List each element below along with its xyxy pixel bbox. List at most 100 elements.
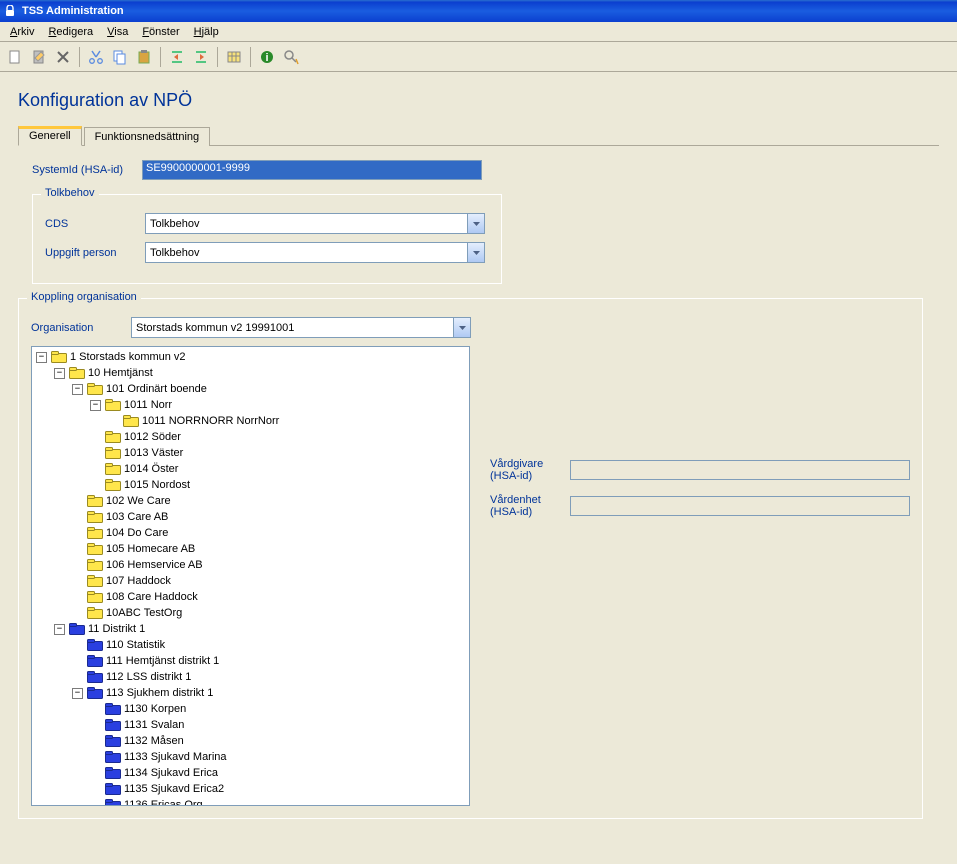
- paste-icon[interactable]: [133, 46, 155, 68]
- folder-icon: [87, 511, 103, 523]
- tree-label: 1135 Sjukavd Erica2: [124, 783, 224, 795]
- tree-label: 1131 Svalan: [124, 719, 184, 731]
- tree-node[interactable]: 110 Statistik: [36, 637, 469, 653]
- tab-funktionsnedsättning[interactable]: Funktionsnedsättning: [84, 127, 211, 146]
- content: Konfiguration av NPÖ GenerellFunktionsne…: [0, 72, 957, 845]
- menubar: ArkivRedigeraVisaFönsterHjälp: [0, 22, 957, 42]
- tree-node[interactable]: 105 Homecare AB: [36, 541, 469, 557]
- uppgift-select[interactable]: Tolkbehov: [145, 242, 485, 263]
- chevron-down-icon: [467, 214, 484, 233]
- tree-label: 1 Storstads kommun v2: [70, 351, 186, 363]
- info-icon[interactable]: i: [256, 46, 278, 68]
- menu-redigera[interactable]: Redigera: [42, 24, 99, 40]
- tree-node[interactable]: 111 Hemtjänst distrikt 1: [36, 653, 469, 669]
- outdent-icon[interactable]: [166, 46, 188, 68]
- delete-icon[interactable]: [52, 46, 74, 68]
- folder-icon: [69, 623, 85, 635]
- menu-arkiv[interactable]: Arkiv: [4, 24, 40, 40]
- koppling-group: Koppling organisation Organisation Stors…: [18, 298, 923, 819]
- folder-icon: [51, 351, 67, 363]
- tree-node[interactable]: 1130 Korpen: [36, 701, 469, 717]
- koppling-legend: Koppling organisation: [27, 291, 141, 303]
- tab-generell[interactable]: Generell: [18, 126, 82, 146]
- tree-node[interactable]: 103 Care AB: [36, 509, 469, 525]
- tree-label: 1134 Sjukavd Erica: [124, 767, 218, 779]
- tree-label: 101 Ordinärt boende: [106, 383, 207, 395]
- uppgift-label: Uppgift person: [45, 247, 145, 259]
- chevron-down-icon: [467, 243, 484, 262]
- folder-icon: [105, 399, 121, 411]
- cds-select[interactable]: Tolkbehov: [145, 213, 485, 234]
- tree-label: 110 Statistik: [106, 639, 165, 651]
- tree-node[interactable]: 1136 Ericas Org: [36, 797, 469, 805]
- folder-icon: [105, 479, 121, 491]
- tree-node[interactable]: 1132 Måsen: [36, 733, 469, 749]
- menu-visa[interactable]: Visa: [101, 24, 134, 40]
- folder-icon: [69, 367, 85, 379]
- org-select[interactable]: Storstads kommun v2 19991001: [131, 317, 471, 338]
- tree-label: 10 Hemtjänst: [88, 367, 153, 379]
- expander-icon[interactable]: −: [54, 368, 65, 379]
- tree-node[interactable]: 1013 Väster: [36, 445, 469, 461]
- vardenhet-input[interactable]: [570, 496, 910, 516]
- menu-fönster[interactable]: Fönster: [136, 24, 185, 40]
- tree-node[interactable]: 106 Hemservice AB: [36, 557, 469, 573]
- expander-icon[interactable]: −: [36, 352, 47, 363]
- tree-node[interactable]: 102 We Care: [36, 493, 469, 509]
- new-icon[interactable]: [4, 46, 26, 68]
- tree-label: 104 Do Care: [106, 527, 168, 539]
- folder-icon: [105, 703, 121, 715]
- tree-node[interactable]: − 10 Hemtjänst: [36, 365, 469, 381]
- svg-text:i: i: [265, 52, 268, 64]
- folder-icon: [87, 527, 103, 539]
- folder-icon: [87, 559, 103, 571]
- hsa-fields: Vårdgivare (HSA-id) Vårdenhet (HSA-id): [490, 346, 910, 806]
- tree-node[interactable]: −1011 Norr: [36, 397, 469, 413]
- tree-node[interactable]: 112 LSS distrikt 1: [36, 669, 469, 685]
- tree-node[interactable]: −113 Sjukhem distrikt 1: [36, 685, 469, 701]
- tree-label: 1013 Väster: [124, 447, 183, 459]
- tree-node[interactable]: 10ABC TestOrg: [36, 605, 469, 621]
- tree-node[interactable]: 1011 NORRNORR NorrNorr: [36, 413, 469, 429]
- tree-node[interactable]: 1133 Sjukavd Marina: [36, 749, 469, 765]
- tree-label: 11 Distrikt 1: [88, 623, 145, 635]
- tree-node[interactable]: 1131 Svalan: [36, 717, 469, 733]
- tree-node[interactable]: 1134 Sjukavd Erica: [36, 765, 469, 781]
- expander-icon[interactable]: −: [90, 400, 101, 411]
- copy-icon[interactable]: [109, 46, 131, 68]
- tree-label: 105 Homecare AB: [106, 543, 195, 555]
- tree-label: 112 LSS distrikt 1: [106, 671, 191, 683]
- tree-node[interactable]: 1012 Söder: [36, 429, 469, 445]
- toolbar-separator: [79, 47, 80, 67]
- tab-strip: GenerellFunktionsnedsättning: [18, 125, 939, 146]
- edit-icon[interactable]: [28, 46, 50, 68]
- menu-hjälp[interactable]: Hjälp: [188, 24, 225, 40]
- tree-node[interactable]: 1015 Nordost: [36, 477, 469, 493]
- folder-icon: [105, 431, 121, 443]
- tree-node[interactable]: 1014 Öster: [36, 461, 469, 477]
- chevron-down-icon: [453, 318, 470, 337]
- tree-node[interactable]: 108 Care Haddock: [36, 589, 469, 605]
- tree-node[interactable]: 107 Haddock: [36, 573, 469, 589]
- systemid-input[interactable]: SE9900000001-9999: [142, 160, 482, 180]
- toolbar-separator: [217, 47, 218, 67]
- expander-icon[interactable]: −: [72, 688, 83, 699]
- tree-label: 111 Hemtjänst distrikt 1: [106, 655, 219, 667]
- tree-node[interactable]: − 101 Ordinärt boende: [36, 381, 469, 397]
- org-tree[interactable]: −1 Storstads kommun v2−10 Hemtjänst−101 …: [31, 346, 470, 806]
- vardgivare-input[interactable]: [570, 460, 910, 480]
- search-icon[interactable]: [280, 46, 302, 68]
- sheet-icon[interactable]: [223, 46, 245, 68]
- indent-icon[interactable]: [190, 46, 212, 68]
- folder-icon: [105, 799, 121, 805]
- folder-icon: [105, 767, 121, 779]
- cut-icon[interactable]: [85, 46, 107, 68]
- expander-icon[interactable]: −: [72, 384, 83, 395]
- tree-node[interactable]: − 1 Storstads kommun v2: [36, 349, 469, 365]
- expander-icon[interactable]: −: [54, 624, 65, 635]
- tree-node[interactable]: 1135 Sjukavd Erica2: [36, 781, 469, 797]
- folder-icon: [87, 591, 103, 603]
- tree-node[interactable]: 104 Do Care: [36, 525, 469, 541]
- folder-icon: [87, 687, 103, 699]
- tree-node[interactable]: − 11 Distrikt 1: [36, 621, 469, 637]
